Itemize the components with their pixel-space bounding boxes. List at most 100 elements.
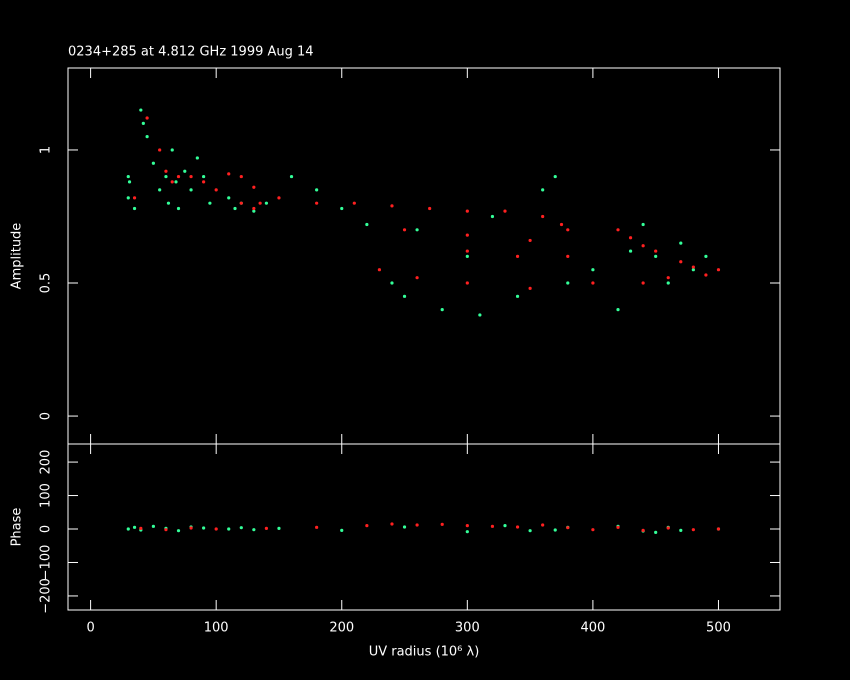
point xyxy=(176,174,181,179)
point xyxy=(365,222,369,227)
point xyxy=(164,174,168,179)
point xyxy=(158,188,162,192)
point xyxy=(440,522,444,526)
point xyxy=(591,268,595,272)
point xyxy=(264,201,269,205)
point xyxy=(465,209,469,213)
point xyxy=(490,214,495,219)
point xyxy=(195,156,199,160)
point xyxy=(166,201,171,205)
point xyxy=(566,281,570,285)
point xyxy=(553,174,557,179)
point xyxy=(126,527,130,531)
point xyxy=(465,249,469,253)
point xyxy=(390,204,394,208)
point xyxy=(654,530,658,534)
point xyxy=(390,522,394,526)
point xyxy=(415,228,419,232)
y-tick-label: −200 xyxy=(39,578,54,614)
point xyxy=(264,526,269,530)
point xyxy=(390,281,394,285)
y-tick-label: 0.5 xyxy=(39,273,54,294)
point xyxy=(141,121,145,125)
point xyxy=(465,530,469,534)
point xyxy=(377,268,382,272)
point xyxy=(402,525,407,529)
point xyxy=(566,228,570,232)
point xyxy=(591,281,595,285)
point xyxy=(641,528,645,532)
point xyxy=(151,161,155,165)
point xyxy=(189,174,193,179)
point xyxy=(465,254,469,258)
point xyxy=(315,188,319,192)
point xyxy=(679,260,683,264)
point xyxy=(170,148,174,152)
point xyxy=(202,526,206,530)
y-tick-label: 0 xyxy=(39,525,54,533)
point xyxy=(340,528,344,532)
point xyxy=(258,201,262,205)
point xyxy=(202,174,206,179)
plot-frame xyxy=(67,443,781,611)
point xyxy=(679,528,683,532)
point xyxy=(239,174,243,179)
point xyxy=(691,268,695,272)
point xyxy=(515,254,520,258)
point xyxy=(208,201,212,205)
point xyxy=(465,524,469,528)
point xyxy=(214,188,218,192)
point xyxy=(402,228,407,232)
point xyxy=(428,206,432,211)
point xyxy=(541,523,545,527)
point xyxy=(151,524,155,528)
point xyxy=(365,524,369,528)
y-tick-label: 1 xyxy=(39,146,54,154)
point xyxy=(666,276,670,280)
point xyxy=(145,116,149,120)
point xyxy=(132,196,137,200)
y-axis-label: Phase xyxy=(10,508,25,547)
point xyxy=(628,236,633,240)
x-axis-label: UV radius (10⁶ λ) xyxy=(369,645,480,660)
point xyxy=(189,526,193,530)
point xyxy=(503,209,507,213)
point xyxy=(233,206,237,211)
point xyxy=(174,180,178,184)
point xyxy=(679,241,683,245)
point xyxy=(628,249,633,253)
point xyxy=(252,185,256,189)
point xyxy=(126,174,130,179)
point xyxy=(415,523,419,527)
point xyxy=(132,525,137,529)
point xyxy=(465,233,469,237)
point xyxy=(515,525,520,529)
y-axis-label: Amplitude xyxy=(10,223,25,290)
point xyxy=(139,108,143,112)
point xyxy=(164,169,168,173)
point xyxy=(490,524,495,528)
point xyxy=(277,526,281,530)
point xyxy=(227,527,231,531)
point xyxy=(139,526,143,530)
point xyxy=(340,206,344,211)
point xyxy=(553,528,557,532)
point xyxy=(227,172,231,176)
point xyxy=(641,281,645,285)
point xyxy=(289,174,294,179)
point xyxy=(239,201,243,205)
point xyxy=(176,206,181,211)
point xyxy=(252,206,256,211)
point xyxy=(528,286,532,290)
point xyxy=(528,238,532,243)
y-tick-label: 100 xyxy=(39,483,54,508)
chart-title: 0234+285 at 4.812 GHz 1999 Aug 14 xyxy=(68,45,314,60)
point xyxy=(315,201,319,205)
x-tick-label: 500 xyxy=(706,621,731,636)
point xyxy=(164,528,168,532)
y-tick-label: 200 xyxy=(39,450,54,475)
point xyxy=(126,196,130,200)
point xyxy=(158,148,162,152)
point xyxy=(202,180,206,184)
